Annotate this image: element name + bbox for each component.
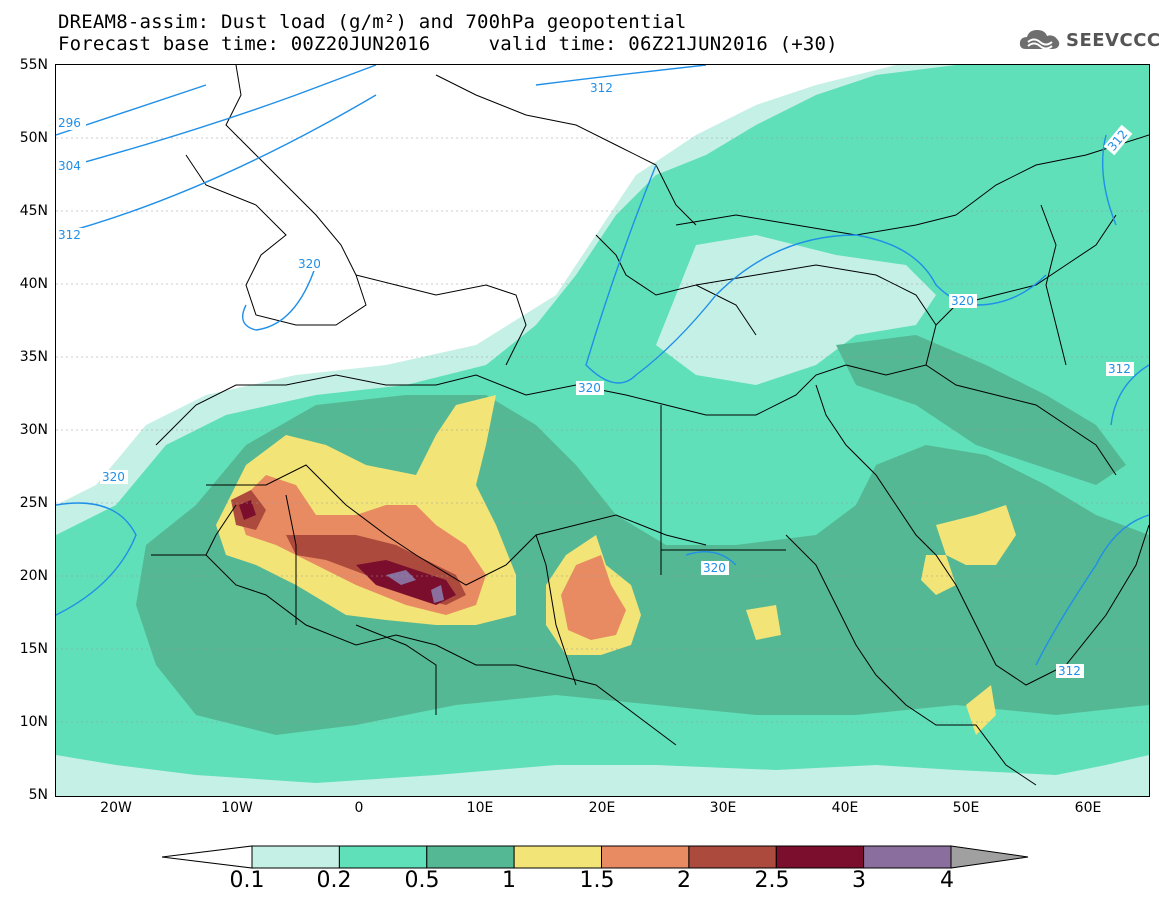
dust-load-map: 312 296 304 312 320 320 320 320 320 312 … [56, 65, 1149, 796]
colorbar-swatch [251, 845, 340, 869]
dust-field-2.5-3-west [239, 500, 256, 520]
lat-label: 10N [19, 714, 48, 730]
dust-field-1-1.5-arabia-2 [921, 555, 956, 595]
colorbar-under-arrow [161, 845, 253, 869]
lat-label: 25N [19, 495, 48, 511]
dust-field-1-1.5-east-africa [746, 605, 781, 640]
dust-field-1-1.5-arabia [936, 505, 1016, 565]
colorbar-label: 0.1 [229, 868, 265, 893]
lat-label: 5N [28, 787, 48, 803]
lat-label: 15N [19, 641, 48, 657]
colorbar-label: 3 [852, 868, 866, 893]
colorbar-label: 1.5 [579, 868, 615, 893]
contour-label: 312 [1108, 362, 1131, 376]
dust-field-1-1.5-somalia [966, 685, 996, 735]
lon-label: 20E [588, 800, 616, 816]
colorbar-label: 0.2 [316, 868, 352, 893]
lon-label: 60E [1074, 800, 1102, 816]
colorbar-swatches [251, 845, 952, 869]
dust-field-pale-patch [656, 235, 936, 385]
lat-label: 55N [19, 57, 48, 73]
colorbar-label: 4 [940, 868, 954, 893]
colorbar-swatch [601, 845, 690, 869]
lon-label: 10E [466, 800, 494, 816]
colorbar-swatch [426, 845, 515, 869]
map-title-line-2: Forecast base time: 00Z20JUN2016 valid t… [58, 33, 838, 55]
lon-label: 50E [952, 800, 980, 816]
colorbar-label: 1 [502, 868, 516, 893]
lon-label: 40E [831, 800, 859, 816]
lon-label: 20W [100, 800, 132, 816]
colorbar-swatch [688, 845, 777, 869]
logo-text: SEEVCCC [1066, 29, 1161, 51]
lon-label: 30E [709, 800, 737, 816]
map-panel: 312 296 304 312 320 320 320 320 320 312 … [55, 64, 1150, 797]
colorbar-swatch [775, 845, 865, 869]
contour-labels: 312 296 304 312 320 320 320 320 320 312 … [56, 81, 1134, 678]
contour-label: 320 [703, 561, 726, 575]
dust-field-moderate-east [836, 335, 1126, 485]
contour-label: 320 [102, 470, 125, 484]
lat-label: 35N [19, 349, 48, 365]
dust-field-3-4-b [431, 585, 444, 603]
colorbar-over-arrow [950, 845, 1029, 869]
contour-label: 320 [951, 294, 974, 308]
lon-label: 0 [354, 800, 364, 816]
lat-label: 50N [19, 130, 48, 146]
colorbar-swatch [513, 845, 603, 869]
contour-label: 320 [298, 257, 321, 271]
colorbar-label: 2 [677, 868, 691, 893]
colorbar-swatch [863, 845, 952, 869]
lon-label: 10W [221, 800, 253, 816]
contour-label: 296 [58, 116, 81, 130]
contour-label: 304 [58, 159, 81, 173]
dust-field-3-4 [386, 570, 416, 585]
lat-label: 20N [19, 568, 48, 584]
contour-label: 312 [1058, 664, 1081, 678]
colorbar-swatch [338, 845, 428, 869]
colorbar [161, 845, 1029, 869]
contour-label: 312 [590, 81, 613, 95]
cloud-icon [1019, 30, 1060, 50]
contour-label: 312 [58, 228, 81, 242]
map-title-line-1: DREAM8-assim: Dust load (g/m²) and 700hP… [58, 11, 687, 33]
lat-label: 45N [19, 203, 48, 219]
lat-label: 30N [19, 422, 48, 438]
colorbar-label: 2.5 [754, 868, 790, 893]
lat-label: 40N [19, 276, 48, 292]
colorbar-label: 0.5 [404, 868, 440, 893]
seevccc-logo: SEEVCCC [1018, 26, 1161, 54]
contour-label: 320 [578, 381, 601, 395]
country-boundaries [151, 65, 1149, 786]
